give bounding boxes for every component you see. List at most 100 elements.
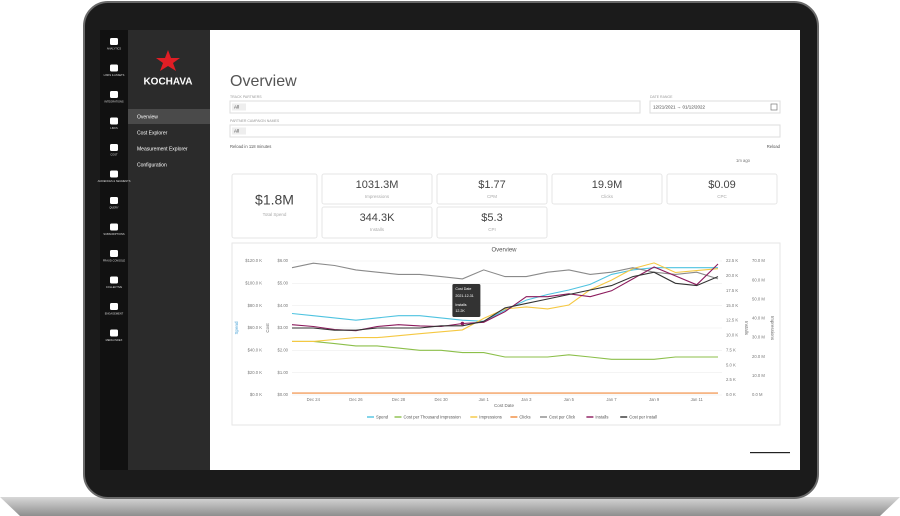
y-tick-label: $100.0 K — [245, 280, 262, 285]
y-tick-label: $120.0 K — [245, 258, 262, 263]
y-tick-label: $20.0 K — [248, 370, 263, 375]
page-title: Overview — [230, 73, 297, 90]
kpi-value: 19.9M — [592, 179, 623, 191]
kpi-card — [231, 173, 318, 239]
tooltip-value: 12.2K — [455, 309, 465, 313]
x-tick-label: Jan 9 — [649, 397, 660, 402]
kpi-label: CPI — [488, 227, 496, 232]
sidebar-label: INTEGRATIONS — [104, 100, 124, 104]
y3-axis-title: Installs — [744, 321, 749, 336]
nav-item[interactable]: Configuration — [137, 162, 167, 168]
sidebar-icon[interactable] — [110, 144, 118, 151]
kpi-label: CPM — [487, 194, 497, 199]
y-tick-label: $60.0 K — [248, 325, 263, 330]
x-tick-label: Dec 30 — [434, 397, 448, 402]
sidebar-icon[interactable] — [110, 38, 118, 45]
legend-label[interactable]: Spend — [376, 414, 389, 419]
kpi-label: Impressions — [365, 194, 390, 199]
x-tick-label: Dec 24 — [307, 397, 321, 402]
date-select[interactable] — [649, 100, 781, 114]
y4-tick-label: 40.0 M — [752, 316, 765, 321]
laptop-base — [0, 497, 900, 516]
nav-item[interactable]: Cost Explorer — [137, 130, 168, 136]
legend-label[interactable]: Cost per Click — [549, 414, 576, 419]
sidebar-icon[interactable] — [110, 250, 118, 257]
legend-label[interactable]: Impressions — [479, 414, 502, 419]
filter-select[interactable] — [229, 124, 781, 138]
series-line — [292, 271, 719, 331]
kpi-card — [666, 173, 778, 205]
reload-note: Reload in 118 minutes — [230, 144, 271, 149]
nav-item[interactable]: Overview — [137, 114, 158, 120]
filter-label: PARTNER CAMPAIGN NAMES — [230, 119, 280, 123]
y3-tick-label: 5.0 K — [726, 362, 736, 367]
sidebar-icon[interactable] — [110, 91, 118, 98]
sidebar-label: ENGAGEMENT — [105, 312, 124, 316]
tooltip-title: Cost Date — [455, 287, 471, 291]
y4-tick-label: 20.0 M — [752, 354, 765, 359]
tooltip-date: 2021-12-31 — [455, 294, 473, 298]
sidebar-icon[interactable] — [110, 303, 118, 310]
x-tick-label: Jan 3 — [521, 397, 532, 402]
x-tick-label: Jan 1 — [479, 397, 490, 402]
x-tick-label: Dec 28 — [392, 397, 406, 402]
legend-label[interactable]: Clicks — [519, 414, 530, 419]
updated-time: 1m ago — [736, 158, 751, 163]
kpi-value: $1.77 — [478, 179, 506, 191]
x-axis-title: Cost Date — [494, 403, 515, 408]
kpi-value: $5.3 — [481, 212, 502, 224]
sidebar-label: AUDIENCES & SEGMENTS — [98, 179, 131, 183]
sidebar-label: FRAUD CONSOLE — [103, 259, 126, 263]
legend-label[interactable]: Cost per Thousand Impression — [404, 414, 462, 419]
y4-tick-label: 50.0 M — [752, 296, 765, 301]
chip[interactable] — [232, 127, 246, 135]
y4-axis-title: Impressions — [770, 316, 775, 341]
sidebar-icon[interactable] — [110, 223, 118, 231]
nav-active — [128, 109, 210, 124]
kpi-card — [436, 173, 548, 205]
brand: KOCHAVA — [143, 77, 192, 88]
nav-panel — [128, 30, 210, 470]
reload-button[interactable]: Reload — [767, 144, 781, 149]
kpi-value: 344.3K — [360, 212, 396, 224]
sidebar-label: LINKS & ASSETS — [104, 73, 125, 77]
legend-label[interactable]: Installs — [595, 414, 608, 419]
sidebar-icon[interactable] — [110, 197, 118, 204]
y2-tick-label: $5.00 — [278, 280, 289, 285]
y2-tick-label: $2.00 — [278, 347, 289, 352]
kpi-card — [321, 173, 433, 205]
legend-label[interactable]: Cost per Install — [629, 414, 657, 419]
y-axis-title: Spend — [234, 321, 239, 335]
kpi-card — [551, 173, 663, 205]
x-tick-label: Jan 11 — [691, 397, 704, 402]
y4-tick-label: 70.0 M — [752, 258, 765, 263]
y4-tick-label: 30.0 M — [752, 335, 765, 340]
sidebar-icon[interactable] — [110, 276, 118, 284]
sidebar-icon[interactable] — [110, 64, 118, 72]
y-tick-label: $0.0 K — [250, 392, 262, 397]
sidebar-label: COST — [110, 153, 118, 157]
y2-axis-title: Cost — [265, 323, 270, 333]
series-line — [291, 267, 718, 322]
filter-label: DATE RANGE — [650, 95, 673, 99]
chip[interactable] — [232, 103, 246, 111]
sidebar-icon[interactable] — [110, 329, 118, 337]
sidebar-label: MEDIA INDEX — [106, 338, 123, 342]
kpi-label: Total Spend — [263, 212, 287, 217]
nav-item[interactable]: Measurement Explorer — [137, 146, 188, 152]
y4-tick-label: 10.0 M — [752, 373, 765, 378]
sidebar-icon[interactable] — [110, 170, 118, 178]
tooltip-label: Installs — [455, 303, 466, 307]
y3-tick-label: 12.5 K — [726, 318, 738, 323]
y4-tick-label: 0.0 M — [752, 392, 763, 397]
y3-tick-label: 7.5 K — [726, 347, 736, 352]
y2-tick-label: $0.00 — [278, 392, 289, 397]
kpi-card — [321, 206, 433, 239]
sidebar-icon[interactable] — [110, 117, 118, 125]
filter-select[interactable] — [229, 100, 641, 114]
sidebar-label: COLLECTIVE — [106, 285, 122, 289]
y-tick-label: $80.0 K — [248, 303, 263, 308]
calendar-icon[interactable] — [770, 103, 778, 111]
x-tick-label: Dec 26 — [349, 397, 363, 402]
